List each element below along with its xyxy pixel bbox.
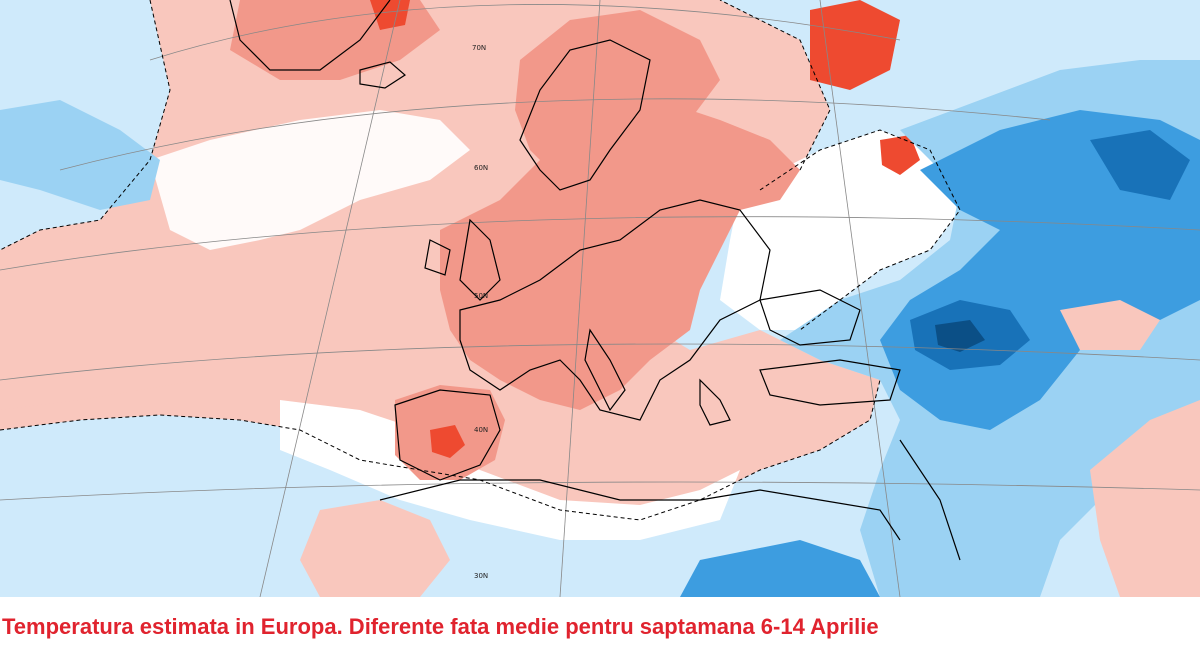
light-warm-caspian-south	[1060, 300, 1160, 350]
coast-continent	[459, 199, 771, 421]
lat-label-60n: 60N	[474, 164, 488, 172]
coast-ireland	[424, 239, 451, 276]
coast-turkey	[759, 359, 901, 406]
map-caption: Temperatura estimata in Europa. Diferent…	[2, 614, 879, 639]
zero-anomaly-contours	[0, 0, 961, 521]
warm-anomaly-west-atlantic	[0, 240, 230, 410]
lat-70-arc	[149, 4, 901, 61]
strong-warm-svalbard	[370, 0, 410, 30]
lat-60-arc	[59, 98, 1051, 171]
strong-cool-north-africa	[680, 540, 880, 597]
contour-caspian	[759, 129, 961, 331]
contour-atlantic	[0, 379, 881, 521]
warm-anomaly-scandinavia	[515, 10, 720, 180]
meridian-west	[259, 0, 401, 597]
coast-greece	[699, 378, 731, 426]
coast-red-sea	[899, 439, 961, 561]
warm-anomaly-north-africa	[300, 500, 450, 597]
meridian-center	[559, 0, 601, 597]
lat-label-40n: 40N	[474, 426, 488, 434]
temperature-anomaly-map: 70N 60N 50N 40N 30N	[0, 0, 1200, 597]
lat-label-50n: 50N	[474, 292, 488, 300]
lat-40-arc	[0, 343, 1200, 381]
coast-greenland	[229, 0, 391, 71]
light-warm-middle-east	[1090, 400, 1200, 597]
lat-label-70n: 70N	[472, 44, 486, 52]
coast-iceland	[359, 61, 406, 89]
strong-warm-spain	[430, 425, 465, 458]
lat-50-arc	[0, 216, 1200, 271]
contour-east	[719, 0, 831, 171]
lat-label-30n: 30N	[474, 572, 488, 580]
strong-warm-barents	[880, 135, 920, 175]
graticule	[0, 0, 1200, 597]
lat-30-arc	[0, 481, 1200, 501]
coast-iberia	[394, 389, 501, 481]
cool-anomaly-northwest	[0, 100, 160, 210]
extreme-cool-turkey	[935, 320, 985, 352]
coastlines	[229, 0, 961, 561]
coast-italy	[584, 328, 626, 412]
neutral-band-atlantic	[150, 110, 470, 250]
coast-north-africa	[379, 479, 901, 541]
coast-black-sea	[759, 289, 861, 346]
meridian-east	[819, 0, 901, 597]
strong-warm-northeast	[810, 0, 900, 90]
very-cool-caspian	[1090, 130, 1190, 200]
contour-west	[0, 0, 171, 251]
map-canvas: 70N 60N 50N 40N 30N	[0, 0, 1200, 597]
coast-scandinavia	[519, 39, 651, 191]
warm-anomaly-europe	[440, 100, 800, 410]
coast-uk	[459, 218, 501, 301]
